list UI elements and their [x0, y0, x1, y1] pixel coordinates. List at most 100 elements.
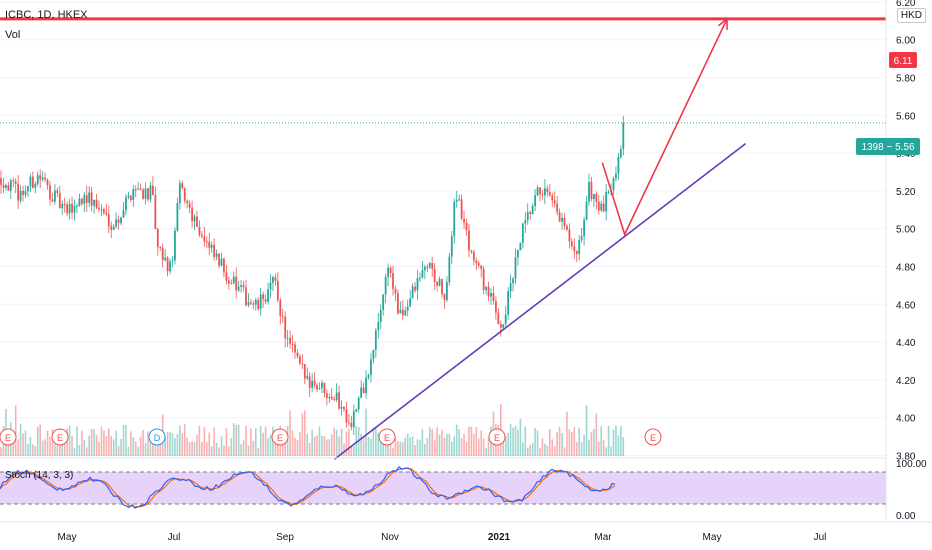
volume-bar	[274, 443, 277, 456]
candle-body	[61, 203, 64, 209]
volume-bar	[475, 427, 478, 456]
volume-bar	[610, 446, 612, 456]
volume-bar	[460, 438, 463, 456]
candle-body	[210, 244, 213, 248]
volume-bar	[34, 446, 37, 456]
candle-body	[421, 270, 424, 279]
last-price-badge-text: 1398 − 5.56	[861, 142, 915, 153]
price-tick-9: 4.40	[896, 338, 916, 349]
symbol-title[interactable]: ICBC, 1D, HKEX	[5, 9, 88, 21]
projection-arrow[interactable]	[601, 17, 728, 237]
volume-bar	[421, 429, 424, 456]
candle-body	[526, 212, 529, 221]
volume-bar	[255, 428, 257, 456]
volume-bar	[333, 427, 335, 456]
volume-bar	[485, 447, 487, 456]
candle-body	[49, 185, 51, 200]
candle-body	[171, 260, 174, 262]
candle-body	[431, 262, 434, 269]
candle-body	[597, 201, 600, 211]
candle-body	[127, 195, 130, 198]
volume-bar	[83, 439, 86, 456]
volume-bar	[529, 444, 531, 456]
candle-body	[443, 294, 446, 300]
candle-body	[551, 195, 554, 201]
candle-body	[512, 278, 514, 284]
candle-body	[563, 217, 566, 227]
candle-body	[208, 241, 211, 248]
candle-body	[110, 226, 113, 230]
volume-bar	[88, 435, 90, 456]
candle-body	[264, 299, 267, 302]
candle-body	[370, 359, 372, 375]
candle-body	[446, 282, 448, 300]
candle-body	[17, 183, 20, 201]
candle-body	[311, 380, 314, 388]
event-circle	[0, 428, 17, 446]
candle-body	[27, 186, 29, 192]
candle-body	[132, 189, 135, 200]
candle-body	[225, 272, 228, 281]
trendline[interactable]	[333, 143, 747, 460]
candle-body	[323, 382, 326, 394]
price-tick-0: 6.20	[896, 0, 916, 9]
arrow-head	[717, 17, 728, 30]
volume-bar	[51, 429, 54, 456]
event-marker-e[interactable]: E	[271, 428, 289, 446]
event-marker-e[interactable]: E	[644, 428, 662, 446]
candle-body	[83, 195, 86, 204]
volume-bar	[49, 437, 51, 456]
time-axis[interactable]: May Jul Sep Nov 2021 Mar May Jul	[58, 532, 827, 543]
volume-bar	[250, 428, 252, 456]
candle-body	[544, 188, 546, 196]
price-axis[interactable]: 6.206.005.805.605.405.205.004.804.604.40…	[896, 0, 916, 463]
volume-bar	[210, 446, 213, 456]
volume-bar	[308, 442, 311, 456]
candle-body	[152, 185, 154, 196]
candle-body	[379, 309, 382, 322]
candle-body	[198, 226, 201, 235]
candle-body	[191, 207, 193, 222]
candle-body	[186, 200, 189, 204]
volume-bar	[551, 439, 554, 456]
volume-bar	[7, 441, 10, 456]
volume-bar	[95, 435, 98, 456]
candle-body	[507, 291, 510, 315]
time-label-2: Sep	[276, 532, 294, 543]
volume-bar	[115, 430, 117, 456]
candle-body	[201, 234, 203, 237]
volume-bar	[108, 428, 110, 456]
volume-bar	[176, 434, 179, 456]
volume-bar	[578, 427, 580, 456]
event-marker-e[interactable]: E	[488, 428, 506, 446]
event-marker-e[interactable]: E	[51, 428, 69, 446]
candle-body	[107, 214, 110, 227]
volume-bar	[267, 438, 269, 456]
volume-bar	[110, 435, 113, 456]
candle-body	[382, 294, 385, 310]
volume-bar	[174, 438, 176, 456]
currency-button[interactable]: HKD	[896, 8, 926, 23]
volume-bar	[213, 427, 215, 456]
last-price-badge: 1398 − 5.56	[856, 138, 920, 155]
candle-body	[595, 194, 598, 202]
volume-bar	[206, 441, 208, 456]
volume-bar	[571, 431, 573, 456]
time-label-3: Nov	[381, 532, 399, 543]
candlestick-series[interactable]	[0, 115, 625, 435]
time-label-1: Jul	[168, 532, 181, 543]
volume-bar	[362, 437, 365, 456]
candle-body	[406, 306, 409, 311]
event-marker-e[interactable]: E	[378, 428, 396, 446]
volume-bar	[127, 446, 130, 456]
projection-path[interactable]	[601, 18, 728, 237]
candle-body	[588, 181, 590, 202]
candle-body	[401, 309, 404, 316]
event-circle	[378, 428, 396, 446]
event-marker-d[interactable]: D	[148, 428, 166, 446]
volume-bar	[12, 435, 15, 456]
event-marker-e[interactable]: E	[0, 428, 17, 446]
